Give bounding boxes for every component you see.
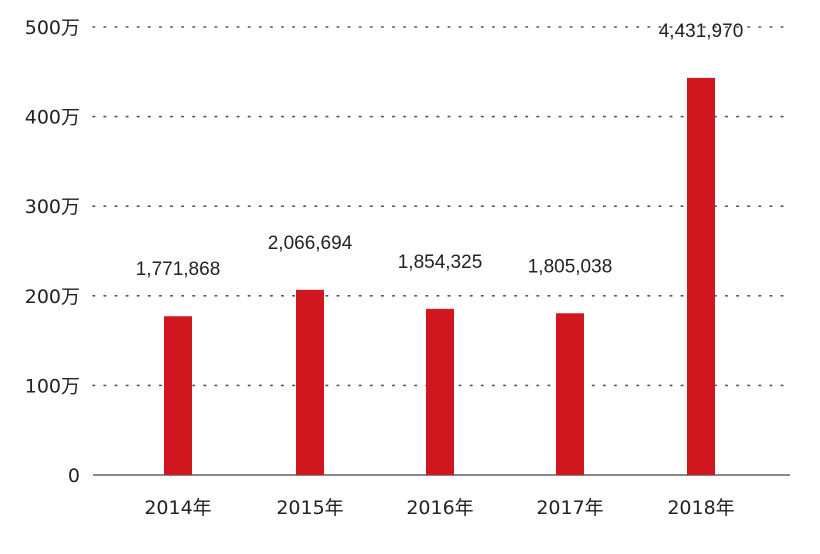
y-axis-ticks: 0 100万 200万 300万 400万 500万 — [25, 17, 80, 487]
data-label: 1,805,038 — [528, 256, 613, 277]
bar — [296, 289, 324, 475]
data-labels: 1,771,868 2,066,694 1,854,325 1,805,038 4,43… — [136, 21, 744, 280]
bar — [556, 313, 584, 475]
y-tick-label: 100万 — [25, 375, 80, 397]
bar — [426, 308, 454, 475]
data-label: 2,066,694 — [268, 233, 353, 254]
y-tick-label: 300万 — [25, 196, 80, 218]
bar — [687, 77, 715, 476]
x-tick-label: 2014年 — [144, 497, 211, 519]
bar — [164, 316, 192, 475]
x-tick-label: 2018年 — [667, 497, 734, 519]
y-tick-label: 500万 — [25, 17, 80, 39]
y-tick-label: 0 — [68, 465, 80, 487]
x-tick-label: 2015年 — [276, 497, 343, 519]
bars — [164, 77, 715, 476]
x-tick-label: 2017年 — [536, 497, 603, 519]
data-label: 1,771,868 — [136, 259, 221, 280]
x-axis-ticks: 2014年 2015年 2016年 2017年 2018年 — [144, 497, 734, 519]
y-tick-label: 400万 — [25, 107, 80, 129]
x-tick-label: 2016年 — [406, 497, 473, 519]
y-tick-label: 200万 — [25, 286, 80, 308]
data-label: 1,854,325 — [398, 252, 483, 273]
data-label: 4,431,970 — [659, 21, 744, 42]
